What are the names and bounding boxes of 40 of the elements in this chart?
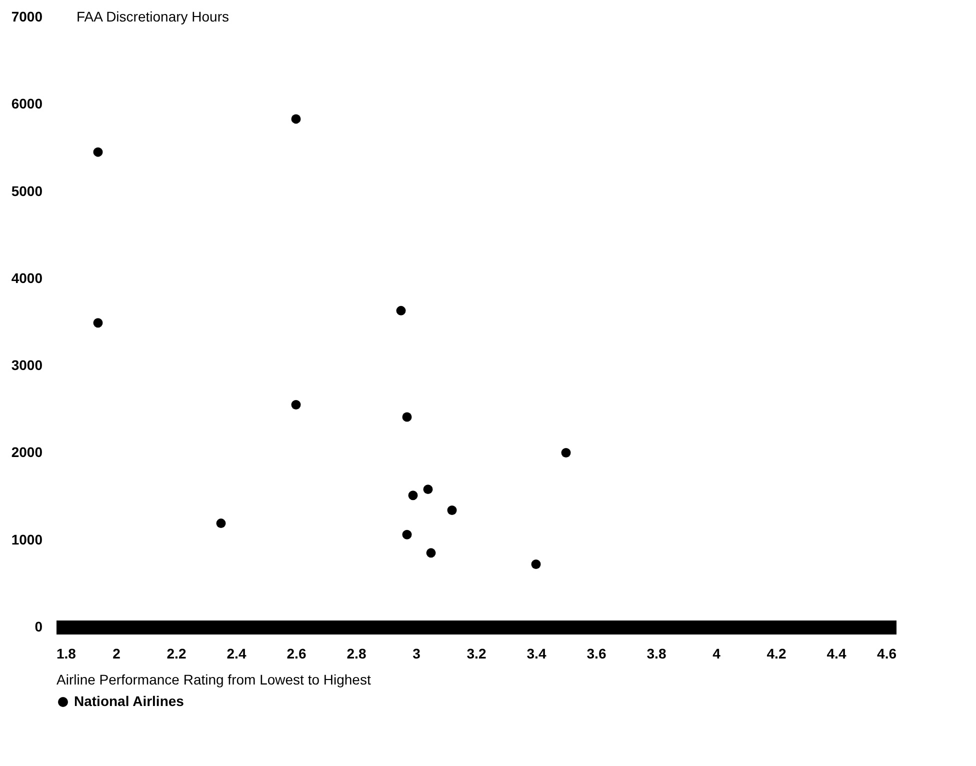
point: [561, 448, 571, 458]
x-tick-label: 3.2: [466, 646, 486, 662]
x-tick-label: 3.4: [526, 646, 546, 662]
point: [216, 518, 226, 528]
point: [423, 484, 433, 494]
x-tick-label: 4.2: [766, 646, 786, 662]
legend-label: National Airlines: [74, 693, 184, 709]
point: [447, 505, 457, 515]
y-tick-label: 1000: [11, 531, 43, 548]
x-tick-label: 3.6: [586, 646, 606, 662]
y-tick-label: 3000: [11, 357, 43, 374]
point: [408, 490, 418, 500]
point: [93, 147, 103, 157]
x-tick-label: 2.6: [286, 646, 306, 662]
point: [531, 560, 541, 569]
y-tick-label: 6000: [11, 96, 43, 112]
x-tick-label: 3: [412, 646, 421, 662]
point: [396, 306, 406, 316]
point: [402, 412, 412, 422]
y-tick-label: 2000: [11, 444, 43, 460]
x-tick-label: 2.2: [166, 646, 186, 662]
point: [291, 114, 301, 124]
point: [93, 318, 103, 328]
x-tick-label: 4: [712, 646, 721, 662]
x-tick-label: 2.4: [226, 646, 246, 662]
y-tick-label: 0: [34, 618, 43, 634]
point: [402, 530, 412, 540]
x-tick-label: 2.8: [346, 646, 366, 662]
y-tick-label: 4000: [11, 270, 43, 286]
x-axis-title: Airline Performance Rating from Lowest to Highest: [56, 672, 371, 688]
y-axis-title: FAA Discretionary Hours: [76, 8, 229, 24]
point: [291, 400, 301, 410]
y-tick-label: 7000: [11, 8, 43, 24]
x-tick-label: 4.6: [877, 646, 897, 662]
x-tick-label: 2: [112, 646, 121, 662]
y-tick-label: 5000: [11, 182, 43, 199]
point: [426, 548, 436, 558]
x-tick-label: 1.8: [56, 646, 76, 662]
x-tick-label: 4.4: [826, 646, 846, 662]
x-tick-label: 3.8: [646, 646, 666, 662]
